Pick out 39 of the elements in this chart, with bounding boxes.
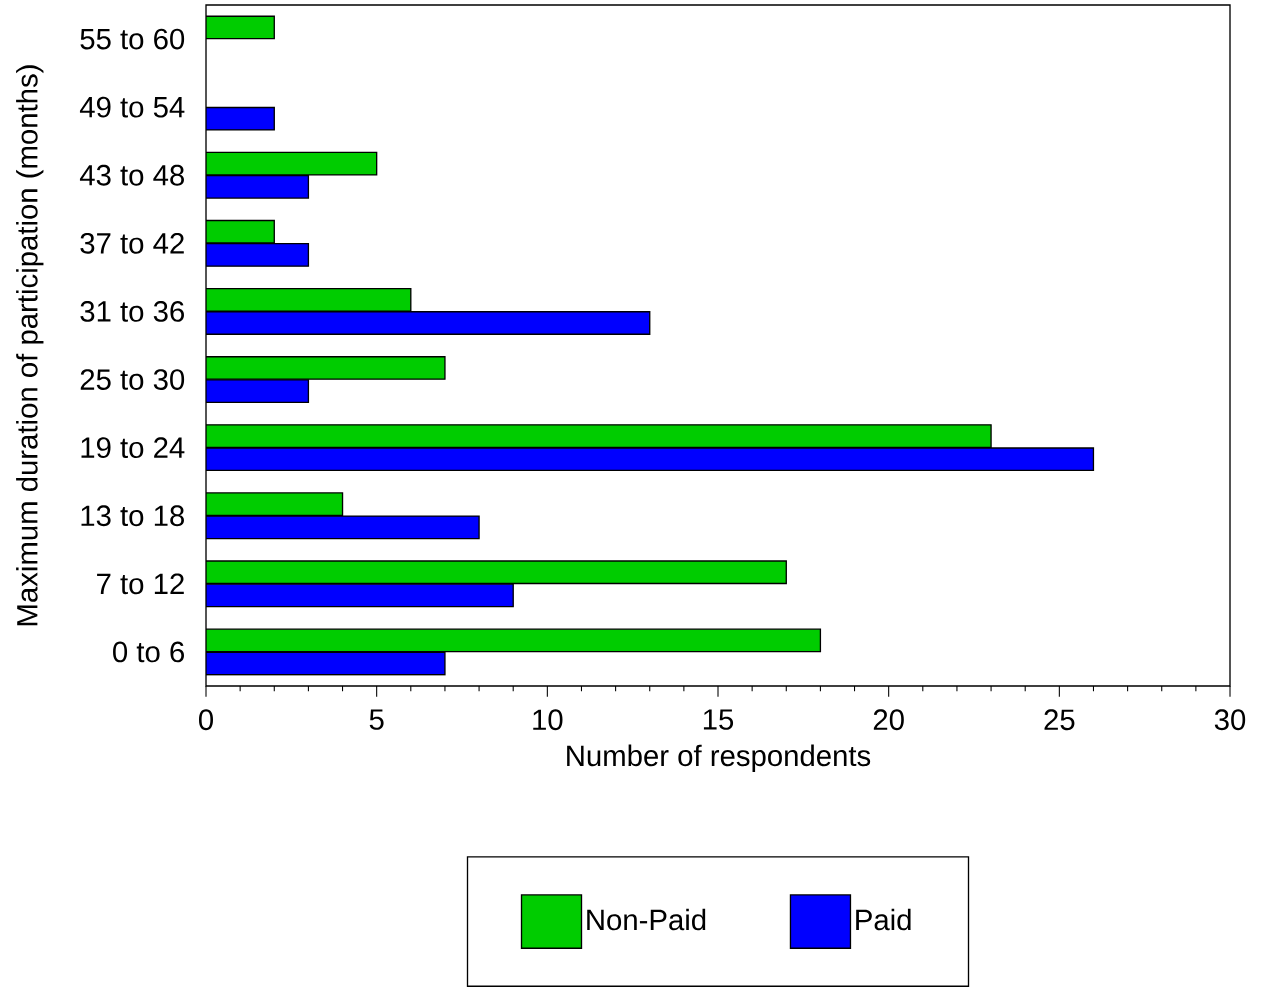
bar bbox=[206, 356, 446, 380]
y-tick-label: 31 to 36 bbox=[80, 301, 184, 322]
bar bbox=[206, 651, 446, 676]
bar bbox=[206, 447, 1095, 472]
y-tick-label: 19 to 24 bbox=[81, 437, 185, 459]
x-tick-label: 20 bbox=[873, 709, 904, 731]
bar bbox=[206, 583, 514, 608]
bar bbox=[206, 379, 310, 404]
x-tick-label: 5 bbox=[369, 709, 384, 730]
y-tick-label: 37 to 42 bbox=[80, 232, 184, 254]
bar bbox=[206, 560, 787, 585]
y-tick-label: 25 to 30 bbox=[80, 369, 185, 390]
bar bbox=[206, 628, 822, 653]
bar bbox=[206, 311, 651, 335]
y-tick-label: 43 to 48 bbox=[79, 164, 184, 186]
x-tick-label: 0 bbox=[199, 709, 214, 731]
bar bbox=[206, 106, 275, 131]
y-tick-label: 55 to 60 bbox=[80, 28, 185, 50]
bar bbox=[206, 243, 310, 267]
x-tick-label: 10 bbox=[533, 709, 563, 731]
y-tick-label: 0 to 6 bbox=[113, 641, 184, 663]
bar bbox=[206, 174, 310, 199]
bar bbox=[206, 424, 992, 448]
bar bbox=[206, 15, 275, 40]
x-tick-label: 30 bbox=[1214, 709, 1246, 731]
bar bbox=[206, 492, 344, 517]
x-axis-title: Number of respondents bbox=[567, 744, 871, 772]
bar bbox=[206, 515, 480, 540]
y-tick-label: 7 to 12 bbox=[97, 573, 184, 595]
legend-label: Non-Paid bbox=[587, 908, 706, 931]
bar bbox=[206, 219, 275, 244]
bar bbox=[206, 151, 378, 176]
x-tick-label: 25 bbox=[1044, 709, 1075, 731]
legend-label: Paid bbox=[856, 908, 911, 931]
y-axis-title: Maximum duration of participation (months) bbox=[16, 65, 44, 626]
y-tick-label: 13 to 18 bbox=[81, 505, 184, 527]
y-tick-label: 49 to 54 bbox=[79, 96, 185, 118]
bar bbox=[206, 287, 412, 312]
x-tick-label: 15 bbox=[703, 709, 734, 730]
